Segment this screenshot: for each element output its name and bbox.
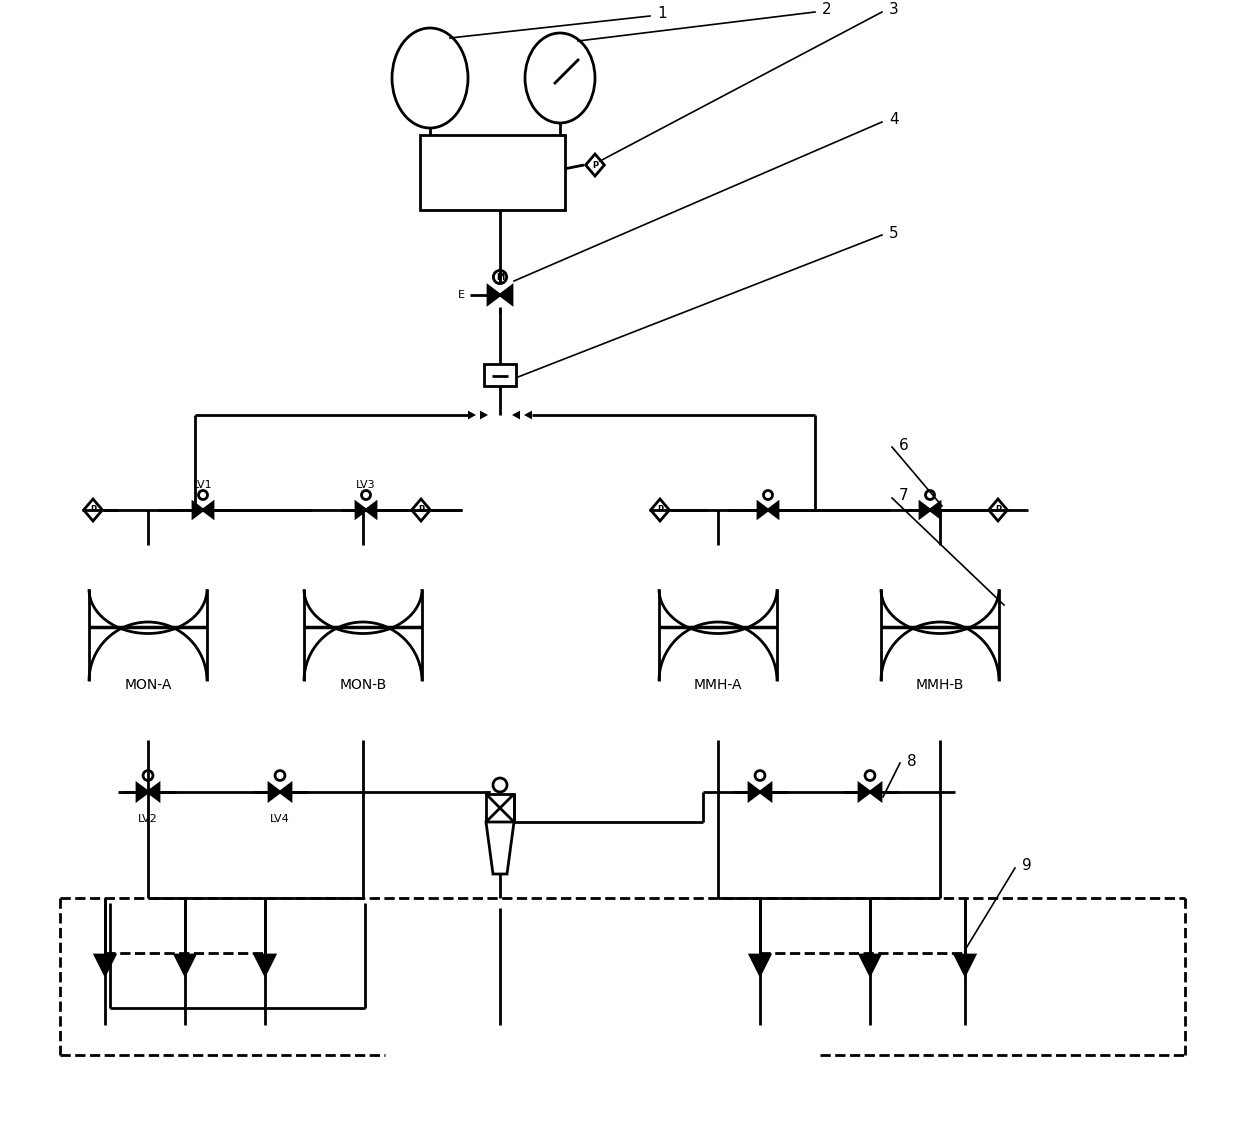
- Polygon shape: [750, 955, 770, 975]
- Text: M: M: [496, 272, 505, 281]
- Polygon shape: [768, 503, 777, 518]
- Polygon shape: [269, 784, 280, 800]
- Polygon shape: [870, 784, 880, 800]
- Polygon shape: [585, 154, 604, 176]
- Text: LV2: LV2: [138, 815, 157, 825]
- Text: MON-A: MON-A: [124, 678, 171, 693]
- Polygon shape: [859, 784, 870, 800]
- Polygon shape: [203, 503, 213, 518]
- Polygon shape: [760, 784, 771, 800]
- Polygon shape: [175, 955, 195, 975]
- Text: 9: 9: [1022, 859, 1032, 873]
- Polygon shape: [489, 286, 500, 304]
- Polygon shape: [255, 955, 275, 975]
- Circle shape: [198, 490, 207, 499]
- Text: 7: 7: [899, 488, 909, 504]
- Polygon shape: [651, 499, 670, 521]
- Text: LV4: LV4: [270, 815, 290, 825]
- Bar: [486, 794, 515, 822]
- Circle shape: [866, 771, 875, 781]
- Polygon shape: [480, 410, 489, 419]
- Polygon shape: [366, 503, 376, 518]
- Bar: [484, 364, 516, 386]
- Polygon shape: [467, 410, 476, 419]
- Ellipse shape: [525, 33, 595, 123]
- Text: P: P: [591, 160, 598, 170]
- Circle shape: [362, 490, 371, 499]
- Circle shape: [275, 771, 285, 781]
- Polygon shape: [500, 286, 512, 304]
- Text: LV1: LV1: [193, 480, 213, 490]
- Polygon shape: [749, 784, 760, 800]
- Text: P: P: [91, 505, 95, 514]
- Polygon shape: [356, 503, 366, 518]
- Circle shape: [494, 777, 507, 792]
- Polygon shape: [412, 499, 430, 521]
- Circle shape: [143, 771, 153, 781]
- Text: MMH-A: MMH-A: [693, 678, 743, 693]
- Polygon shape: [486, 822, 515, 873]
- Polygon shape: [512, 410, 520, 419]
- Polygon shape: [280, 784, 291, 800]
- Polygon shape: [148, 784, 159, 800]
- Text: P: P: [657, 505, 663, 514]
- Circle shape: [494, 270, 507, 284]
- Polygon shape: [861, 955, 880, 975]
- Polygon shape: [930, 503, 940, 518]
- Polygon shape: [525, 410, 532, 419]
- Text: 8: 8: [906, 754, 916, 768]
- Text: P: P: [994, 505, 1001, 514]
- Polygon shape: [193, 503, 203, 518]
- Polygon shape: [920, 503, 930, 518]
- Circle shape: [755, 771, 765, 781]
- Text: 3: 3: [889, 2, 899, 17]
- Text: 1: 1: [657, 7, 667, 21]
- Ellipse shape: [392, 28, 467, 128]
- Text: 6: 6: [899, 437, 909, 452]
- Circle shape: [925, 490, 935, 499]
- Polygon shape: [136, 784, 148, 800]
- Polygon shape: [83, 499, 103, 521]
- Polygon shape: [955, 955, 975, 975]
- Text: 4: 4: [889, 113, 899, 128]
- Text: 2: 2: [822, 2, 832, 17]
- Polygon shape: [758, 503, 768, 518]
- Text: 5: 5: [889, 226, 899, 241]
- Polygon shape: [95, 955, 115, 975]
- Text: MON-B: MON-B: [340, 678, 387, 693]
- Text: E: E: [458, 290, 465, 299]
- Text: P: P: [418, 505, 424, 514]
- Polygon shape: [988, 499, 1007, 521]
- Circle shape: [764, 490, 773, 499]
- Text: MMH-B: MMH-B: [916, 678, 965, 693]
- Bar: [420, 134, 565, 210]
- Text: LV3: LV3: [356, 480, 376, 490]
